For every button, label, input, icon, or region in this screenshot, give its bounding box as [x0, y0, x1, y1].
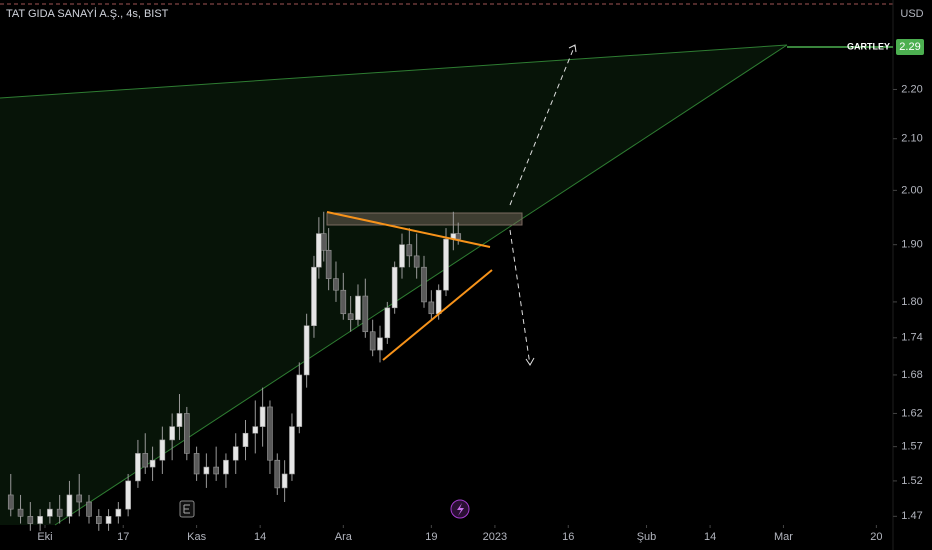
x-tick-label: 2023 [483, 531, 507, 543]
candle-body [66, 494, 73, 517]
candle-body [76, 494, 83, 503]
y-tick-label: 1.80 [901, 296, 922, 308]
candle-body [274, 459, 281, 489]
triangle-line [382, 269, 493, 361]
candle-body [193, 453, 200, 475]
y-tick-label: 2.10 [901, 133, 922, 145]
candle-body [95, 516, 102, 524]
candle-body [17, 508, 24, 517]
event-glyph [457, 503, 464, 516]
y-tick-label: 1.47 [901, 510, 922, 522]
candle-body [289, 426, 295, 475]
candle-body [362, 295, 369, 333]
candle-body [384, 307, 391, 339]
y-tick-label: 1.62 [901, 407, 922, 419]
candle-body [86, 501, 92, 517]
y-tick-label: 2.20 [901, 83, 922, 95]
candle-body [325, 249, 332, 279]
candle-body [303, 325, 310, 376]
candle-body [406, 244, 413, 257]
candle-body [27, 516, 34, 524]
y-tick-label: 1.90 [901, 239, 922, 251]
candle-body [184, 413, 190, 454]
arrowhead [568, 44, 577, 53]
candles [7, 211, 462, 531]
candle-body [391, 266, 398, 309]
candle-body [455, 233, 462, 240]
earnings-glyph [183, 504, 190, 514]
candle-body [125, 480, 131, 510]
y-tick-label: 1.74 [901, 332, 922, 344]
arrowhead [525, 357, 535, 366]
chart-title: TAT GIDA SANAYİ A.Ş., 4s, BIST [6, 7, 169, 20]
candle-body [159, 439, 166, 461]
x-tick-label: 16 [562, 531, 574, 543]
candle-body [311, 266, 317, 327]
candle-body [56, 508, 63, 517]
x-tick-label: 14 [254, 531, 266, 543]
candle-body [259, 406, 266, 427]
x-tick-label: 14 [704, 531, 716, 543]
candle-body [135, 453, 141, 482]
x-tick-label: Mar [774, 531, 793, 543]
candle-body [355, 295, 361, 321]
candle-body [252, 426, 259, 434]
candle-body [105, 516, 112, 524]
candle-body [203, 466, 210, 475]
candle-body [142, 453, 149, 468]
x-tick-label: 19 [425, 531, 437, 543]
y-tick-label: 1.57 [901, 441, 922, 453]
candle-body [340, 289, 347, 315]
candle-body [320, 233, 327, 251]
pattern-line [0, 44, 788, 99]
y-tick-label: 2.00 [901, 184, 922, 196]
candle-body [413, 255, 420, 268]
candle-body [333, 278, 339, 291]
arrow-up [509, 44, 576, 206]
triangle-line [326, 211, 491, 248]
candle-body [115, 508, 122, 517]
candle-body [428, 301, 435, 315]
candle-body [169, 426, 175, 441]
candle-body [369, 331, 376, 351]
x-tick-label: 20 [870, 531, 882, 543]
candle-body [232, 446, 239, 461]
currency-label: USD [900, 8, 923, 20]
candle-body [7, 494, 14, 510]
candle-body [399, 244, 405, 268]
pattern-line [54, 44, 788, 526]
candle-body [37, 516, 43, 524]
candle-body [443, 238, 449, 291]
x-tick-label: Ara [335, 531, 353, 543]
candle-body [176, 413, 183, 427]
candle-body [213, 466, 219, 475]
candle-body [377, 337, 383, 351]
candle-body [47, 508, 53, 517]
y-tick-label: 1.52 [901, 475, 922, 487]
candle-body [435, 289, 442, 315]
arrow-down [509, 229, 531, 366]
candle-body [347, 313, 354, 321]
arrows [509, 44, 577, 366]
x-tick-label: Eki [37, 531, 52, 543]
price-line-name: GARTLEY [847, 41, 890, 51]
candle-body [223, 459, 229, 475]
candle-body [421, 266, 427, 303]
candle-body [242, 432, 249, 447]
x-tick-label: Şub [637, 531, 657, 543]
y-tick-label: 1.68 [901, 369, 922, 381]
candle-body [296, 374, 303, 427]
candle-body [316, 233, 322, 268]
x-tick-label: Kas [187, 531, 206, 543]
candle-body [149, 459, 156, 468]
candle-body [281, 473, 288, 489]
price-line-value: 2.29 [899, 41, 920, 53]
price-line-box [896, 39, 924, 56]
x-tick-label: 17 [117, 531, 129, 543]
candle-body [267, 406, 273, 461]
